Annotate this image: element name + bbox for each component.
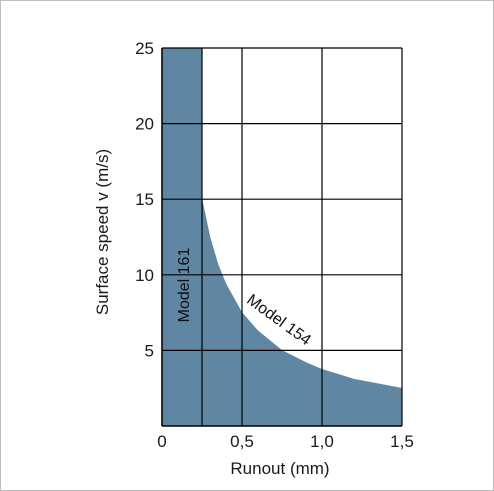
x-tick-label: 1,0	[310, 432, 334, 451]
y-tick-label: 10	[135, 266, 154, 285]
model-161-area	[162, 48, 202, 426]
x-tick-label: 1,5	[390, 432, 414, 451]
x-tick-label: 0,5	[230, 432, 254, 451]
model-161-label: Model 161	[176, 248, 193, 323]
y-tick-label: 20	[135, 115, 154, 134]
y-tick-label: 25	[135, 39, 154, 58]
x-tick-label: 0	[157, 432, 166, 451]
y-tick-label: 15	[135, 190, 154, 209]
plot-area: 0 0,5 1,0 1,5 5 10 15 20 25	[135, 39, 414, 451]
y-axis-title: Surface speed v (m/s)	[93, 149, 112, 315]
model-154-area	[201, 199, 403, 427]
y-tick-label: 5	[145, 341, 154, 360]
x-axis-title: Runout (mm)	[230, 459, 329, 478]
